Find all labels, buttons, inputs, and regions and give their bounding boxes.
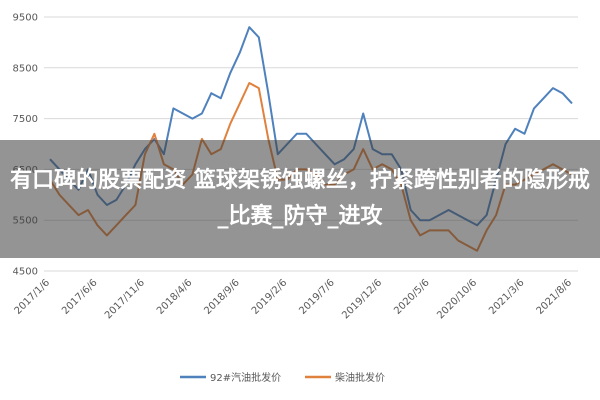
x-tick-label: 2017/11/6 (103, 277, 147, 321)
x-tick-label: 2017/1/6 (13, 277, 53, 317)
x-tick-label: 2020/10/6 (435, 277, 479, 321)
x-tick-label: 2019/7/6 (297, 277, 337, 317)
y-tick-label: 9500 (13, 13, 38, 24)
x-tick-label: 2021/3/6 (487, 277, 527, 317)
y-tick-label: 4500 (13, 267, 38, 278)
overlay-text: 有口碑的股票配资 篮球架锈蚀螺丝，拧紧跨性别者的隐形戒_比赛_防守_进攻 (10, 168, 590, 229)
x-tick-label: 2019/12/6 (340, 277, 384, 321)
x-tick-label: 2019/2/6 (250, 277, 290, 317)
overlay-banner: 有口碑的股票配资 篮球架锈蚀螺丝，拧紧跨性别者的隐形戒_比赛_防守_进攻 (0, 140, 600, 258)
x-tick-label: 2018/9/6 (202, 277, 242, 317)
x-tick-label: 2021/8/6 (535, 277, 575, 317)
legend-label: 92#汽油批发价 (210, 371, 281, 384)
y-tick-label: 8500 (13, 63, 38, 74)
x-tick-label: 2020/5/6 (392, 277, 432, 317)
x-tick-label: 2017/6/6 (60, 277, 100, 317)
x-tick-label: 2018/4/6 (155, 277, 195, 317)
y-tick-label: 7500 (13, 114, 38, 125)
legend-label: 柴油批发价 (335, 371, 385, 384)
